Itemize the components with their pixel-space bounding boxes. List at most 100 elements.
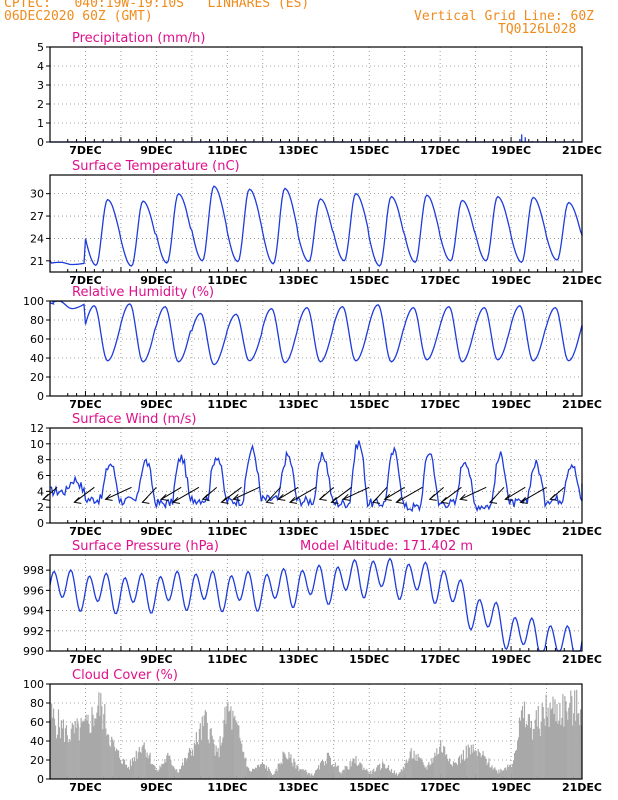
cloud-bar [217, 748, 219, 779]
cloud-bar [169, 755, 171, 779]
cloud-bar [544, 725, 546, 779]
wind-arrow-head [428, 493, 437, 501]
cloud-bar [444, 747, 446, 779]
cloud-bar [556, 704, 558, 779]
cloud-xtick-label: 21DEC [562, 781, 602, 794]
cloud-bar [203, 715, 205, 779]
wind-arrow-head [141, 496, 150, 504]
cloud-bar [508, 767, 510, 779]
cloud-bar [343, 769, 345, 779]
cloud-bar [497, 773, 499, 779]
cloud-ytick-label: 20 [30, 754, 44, 767]
cloud-bar [215, 745, 217, 779]
temp-xtick-label: 15DEC [349, 274, 389, 287]
cloud-bar [463, 760, 465, 779]
cloud-bar [375, 771, 377, 779]
cloud-bar [330, 765, 332, 779]
cloud-bar [436, 748, 438, 779]
cloud-bar [422, 762, 424, 779]
precip-title: Precipitation (mm/h) [72, 31, 205, 46]
cloud-bar [86, 720, 88, 779]
cloud-bar [185, 757, 187, 779]
cloud-bar [390, 768, 393, 779]
wind-arrow-head [459, 493, 468, 501]
cloud-bar [90, 732, 92, 779]
cloud-bar [331, 764, 333, 779]
cloud-bar [257, 764, 260, 779]
cloud-bar [441, 752, 443, 779]
cloud-bar [107, 734, 109, 779]
cloud-bar [368, 773, 370, 779]
cloud-bar [385, 768, 387, 779]
cloud-bar [91, 707, 93, 779]
cloud-bar [413, 750, 415, 779]
cloud-bar [484, 756, 486, 779]
cloud-bar [372, 770, 374, 779]
cloud-bar [212, 739, 214, 779]
cloud-bar [266, 770, 268, 779]
cloud-bar [81, 722, 83, 779]
cloud-bar [573, 713, 575, 779]
cloud-bar [174, 768, 176, 779]
cloud-bar [526, 725, 528, 779]
cloud-bar [288, 751, 290, 779]
cloud-bar [182, 762, 184, 779]
cloud-bar [316, 769, 318, 779]
cloud-bar [51, 703, 53, 779]
cloud-bar [227, 701, 229, 779]
cloud-bar [239, 737, 241, 779]
cloud-bar [404, 763, 406, 779]
wind-arrow [172, 486, 200, 503]
cloud-bar [141, 746, 143, 779]
pres-frame [49, 554, 583, 652]
cloud-bar [184, 758, 186, 779]
cloud-bar [552, 696, 554, 779]
cloud-bar [166, 755, 168, 779]
cloud-bar [546, 717, 548, 779]
cloud-bar [233, 717, 235, 779]
cloud-bar [277, 763, 279, 779]
cloud-bar [325, 763, 328, 779]
cloud-xtick-label: 11DEC [207, 781, 247, 794]
cloud-bar [472, 744, 474, 779]
cloud-frame [49, 683, 583, 780]
cloud-bar [466, 758, 468, 779]
cloud-bar [338, 771, 340, 779]
wind-arrow-head [383, 493, 392, 501]
cloud-bar [531, 739, 533, 779]
cloud-bar [232, 710, 234, 779]
cloud-bar [412, 758, 414, 779]
cloud-bar [155, 770, 157, 779]
cloud-bar [111, 736, 113, 779]
cloud-bar [458, 755, 461, 779]
cloud-bar [124, 764, 127, 779]
cloud-bar [234, 715, 236, 779]
wind-arrow-head [220, 496, 229, 504]
cloud-bar [324, 761, 327, 779]
cloud-bar [310, 775, 312, 779]
cloud-bar [83, 721, 85, 779]
cloud-bar [264, 768, 266, 779]
cloud-bar [255, 768, 258, 779]
cloud-bar [502, 770, 504, 779]
cloud-bar [351, 761, 353, 779]
cloud-bar [254, 767, 257, 779]
cloud-bar [75, 727, 77, 779]
cloud-bar [560, 725, 562, 779]
cloud-bar [337, 765, 339, 779]
cloud-bar [101, 706, 103, 779]
cloud-bar [377, 765, 379, 779]
cloud-bar [342, 769, 344, 779]
cloud-bar [578, 712, 580, 779]
cloud-bar [263, 764, 265, 779]
cloud-bar [289, 757, 291, 779]
rh-series-line [49, 300, 583, 366]
cloud-bar [429, 765, 431, 779]
cloud-bar [178, 772, 180, 779]
cloud-bar [445, 755, 447, 779]
cloud-bar [319, 769, 321, 779]
cloud-bar [260, 764, 262, 779]
cloud-bar [252, 768, 254, 779]
cloud-bar [438, 753, 440, 779]
precip-xtick-label: 19DEC [491, 144, 531, 157]
